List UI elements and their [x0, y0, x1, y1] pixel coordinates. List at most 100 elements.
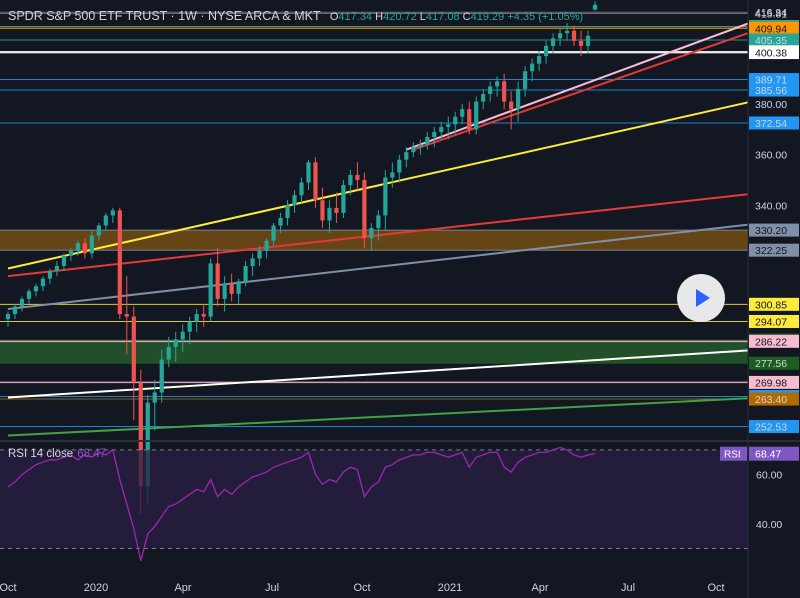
candle-30: [215, 248, 220, 307]
candle-body-65: [460, 109, 465, 117]
candle-1: [12, 303, 18, 320]
candle-body-51: [362, 180, 367, 239]
candle-45: [320, 187, 325, 229]
candle-body-38: [271, 225, 276, 241]
time-tick-label-1: 2020: [84, 582, 108, 594]
candle-39: [278, 212, 283, 234]
rsi-tick-label-1: 40.00: [756, 519, 782, 531]
candle-54: [383, 169, 388, 231]
ohlc-open-key: O: [329, 11, 339, 23]
price-tick-12: 360.00: [755, 150, 787, 162]
candle-body-28: [201, 314, 206, 317]
candle-body-36: [257, 250, 262, 259]
price-tick-17: 294.07: [749, 314, 799, 328]
candle-35: [250, 253, 255, 277]
candle-40: [285, 200, 290, 226]
chart-title: SPDR S&P 500 ETF TRUST · 1W · NYSE ARCA …: [8, 9, 321, 23]
candle-body-12: [89, 235, 94, 254]
candle-body-83: [585, 35, 591, 46]
candle-body-31: [222, 283, 227, 299]
price-tick-13: 340.00: [755, 200, 787, 212]
candle-body-71: [502, 81, 507, 102]
trend-line-0: [7, 191, 763, 278]
candle-body-11: [82, 243, 87, 254]
price-tick-label-5: 405.35: [755, 35, 787, 47]
ohlc-open-value: 417.34: [338, 11, 373, 23]
candle-72: [509, 91, 514, 130]
price-tick-badge-16: [749, 297, 799, 311]
candle-body-63: [446, 124, 451, 127]
rsi-badge-value: 68.47: [755, 449, 781, 461]
price-tick-label-13: 340.00: [755, 200, 787, 212]
candle-77: [543, 40, 549, 64]
candle-body-48: [341, 185, 346, 213]
candle-body-27: [194, 314, 199, 322]
candle-body-35: [250, 258, 255, 266]
candle-body-25: [180, 331, 185, 340]
rsi-tick-label-0: 60.00: [756, 470, 782, 482]
candle-23: [166, 336, 171, 368]
candle-8: [61, 253, 67, 272]
candle-76: [536, 51, 542, 72]
play-button[interactable]: [677, 274, 725, 322]
trend-line-3: [7, 222, 763, 310]
price-tick-badge-19: [749, 334, 799, 348]
rsi-badge-name: RSI: [724, 450, 741, 461]
candle-body-9: [68, 250, 73, 256]
candle-83: [585, 30, 591, 54]
candle-41: [292, 190, 297, 213]
price-tick-badge-5: [749, 33, 799, 47]
candle-body-4: [33, 286, 39, 292]
candle-body-55: [390, 172, 395, 178]
candle-body-6: [47, 271, 53, 279]
time-tick-label-4: Oct: [353, 582, 370, 594]
candle-24: [173, 331, 178, 363]
price-tick-badge-11: [749, 116, 799, 130]
rsi-label: RSI 14 close: [8, 448, 74, 460]
price-tick-label-10: 380.00: [755, 99, 787, 111]
candle-body-72: [509, 101, 514, 110]
time-tick-label-8: Oct: [707, 582, 724, 594]
time-tick-label-2: Apr: [174, 582, 191, 594]
candle-body-43: [306, 162, 311, 183]
price-tick-4: 409.94: [749, 21, 799, 35]
candle-65: [460, 104, 465, 125]
candle-25: [180, 324, 185, 352]
candle-body-44: [313, 162, 318, 201]
candle-26: [187, 316, 192, 345]
candle-6: [47, 268, 53, 284]
candle-body-77: [543, 45, 549, 57]
candle-body-2: [19, 298, 25, 307]
candle-body-20: [145, 402, 150, 487]
price-tick-label-4: 409.94: [755, 23, 787, 35]
play-icon: [696, 289, 710, 307]
candle-body-66: [467, 109, 472, 130]
candle-body-15: [110, 210, 115, 216]
candle-body-75: [530, 63, 535, 72]
candle-75: [530, 58, 535, 82]
ohlc-high-key: H: [375, 11, 384, 23]
candles-layer: [5, 1, 598, 514]
candle-38: [271, 223, 276, 246]
axis-labels-layer: 416.34415.81410.65410.54409.94405.35400.…: [0, 7, 799, 594]
candle-17: [124, 276, 129, 355]
price-tick-14: 330.20: [749, 223, 799, 237]
candle-body-60: [425, 137, 430, 145]
candle-body-47: [334, 207, 339, 213]
candle-body-73: [516, 88, 521, 110]
ohlc-close-value: 419.29: [470, 11, 505, 23]
candle-42: [299, 177, 304, 203]
candle-37: [264, 238, 269, 259]
candle-61: [432, 126, 437, 148]
candle-82: [578, 30, 584, 57]
candle-46: [327, 200, 332, 234]
candle-15: [110, 207, 115, 223]
candle-2: [19, 296, 25, 312]
candle-body-13: [96, 225, 101, 236]
price-tick-9: 385.56: [749, 83, 799, 97]
price-tick-0: 416.34: [755, 7, 787, 19]
price-tick-label-20: 277.56: [755, 358, 787, 370]
price-tick-21: 269.98: [749, 375, 799, 389]
candle-body-8: [61, 255, 67, 266]
